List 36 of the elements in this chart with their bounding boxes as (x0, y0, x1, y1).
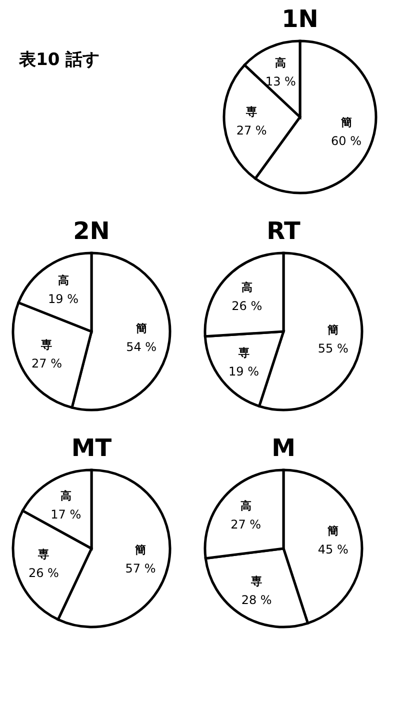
chart-title: RT (266, 217, 302, 245)
chart-title: 2N (73, 217, 110, 245)
slice-label: 専 (40, 338, 52, 352)
chart-title: MT (71, 434, 112, 462)
data-label: 60 % (331, 134, 362, 148)
slice-label: 簡 (340, 116, 352, 130)
data-label: 26 % (232, 299, 262, 314)
slice-label: 簡 (134, 322, 147, 335)
data-label: 27 % (31, 356, 62, 370)
data-label: 19 % (48, 292, 79, 306)
chart-title: 1N (282, 5, 318, 33)
data-label: 57 % (125, 561, 156, 576)
slice-label: 高 (58, 274, 69, 287)
slice-label: 専 (245, 106, 258, 119)
slice-label: 高 (275, 56, 286, 70)
data-label: 26 % (28, 566, 59, 580)
data-label: 55 % (318, 341, 348, 356)
data-label: 28 % (241, 592, 272, 607)
slice-label: 高 (240, 499, 252, 512)
data-label: 45 % (318, 542, 348, 557)
slice-label: 専 (237, 346, 250, 360)
slice-label: 高 (241, 281, 252, 294)
slice-label: 高 (60, 489, 72, 502)
slice-label: 簡 (326, 524, 339, 538)
data-label: 27 % (230, 517, 262, 532)
data-label: 54 % (126, 340, 157, 354)
slice-label: 専 (250, 574, 262, 588)
slice-label: 簡 (134, 543, 146, 556)
data-label: 17 % (50, 507, 82, 522)
slice-label: 簡 (326, 323, 339, 336)
data-label: 19 % (228, 364, 260, 378)
data-label: 27 % (236, 124, 267, 138)
slice-label: 専 (37, 548, 50, 562)
chart-title: M (272, 434, 296, 462)
text: 表10 話す (18, 50, 100, 70)
data-label: 13 % (265, 74, 296, 88)
